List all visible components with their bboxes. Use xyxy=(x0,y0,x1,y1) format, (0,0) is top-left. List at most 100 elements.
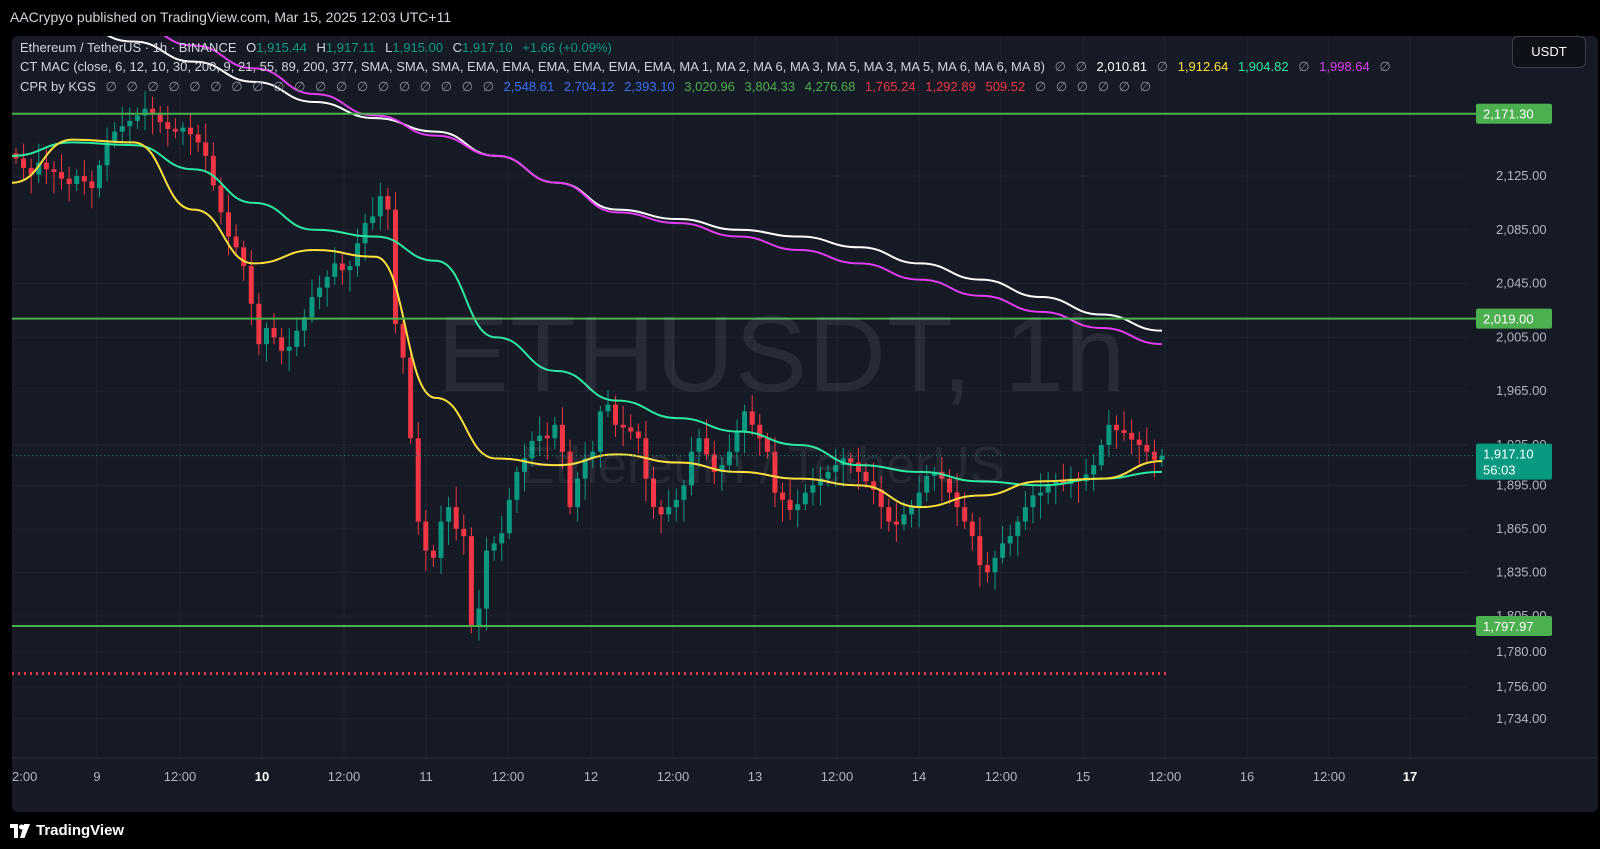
candle-body xyxy=(423,521,429,551)
high-label: H xyxy=(316,40,326,55)
time-tick-label: 12:00 xyxy=(164,769,197,784)
change-value: +1.66 (+0.09%) xyxy=(522,40,612,55)
high-value: 1,917.11 xyxy=(325,40,376,55)
candle-body xyxy=(620,424,626,428)
time-tick-label: 12:00 xyxy=(985,769,1018,784)
candle-body xyxy=(1022,507,1028,522)
candle-body xyxy=(180,127,186,132)
publish-note: AACrypyo published on TradingView.com, M… xyxy=(10,9,452,25)
time-tick-label: 12:00 xyxy=(492,769,525,784)
candle-body xyxy=(734,431,740,452)
candle-body xyxy=(893,521,899,525)
tradingview-logo[interactable]: TradingView xyxy=(10,822,124,839)
candle-body xyxy=(370,216,376,224)
candle-body xyxy=(233,236,239,248)
candle-body xyxy=(491,543,497,551)
candle-body xyxy=(749,411,755,425)
candle-body xyxy=(453,507,459,529)
candle-body xyxy=(1000,543,1006,558)
candle-body xyxy=(878,489,884,508)
candle-body xyxy=(780,492,786,500)
price-tick-label: 1,965.00 xyxy=(1496,383,1547,398)
candle-body xyxy=(301,317,307,331)
null-value-icon: ∅ xyxy=(231,79,243,94)
ma-line-ema-21 xyxy=(12,138,1163,509)
candle-body xyxy=(726,451,732,466)
time-tick-label: 17 xyxy=(1403,769,1417,784)
null-value-icon: ∅ xyxy=(126,79,138,94)
candle-body xyxy=(711,454,717,472)
price-chart[interactable]: 2,125.00 2,085.00 2,045.00 2,005.00 1,965.00… xyxy=(12,36,1598,812)
candle-body xyxy=(825,471,831,479)
chart-panel[interactable]: 2,125.00 2,085.00 2,045.00 2,005.00 1,965.00… xyxy=(12,36,1598,812)
price-tick-label: 2,085.00 xyxy=(1496,222,1547,237)
ma-indicator-legend[interactable]: CT MAC (close, 6, 12, 10, 30, 200, 9, 21… xyxy=(20,59,1397,75)
level-badge xyxy=(1476,308,1552,329)
candle-body xyxy=(984,565,990,573)
symbol-legend[interactable]: Ethereum / TetherUS · 1h · BINANCE O1,91… xyxy=(20,40,618,55)
price-tick-label: 2,005.00 xyxy=(1496,329,1547,344)
time-tick-label: 14 xyxy=(912,769,926,784)
candle-body xyxy=(241,247,247,267)
candle-body xyxy=(1136,439,1142,445)
candle-body xyxy=(294,330,300,347)
candle-body xyxy=(886,507,892,522)
candle-body xyxy=(286,346,292,351)
candle-body xyxy=(476,608,482,626)
candle-body xyxy=(613,404,619,425)
candle-body xyxy=(916,492,922,508)
null-value-icon: ∅ xyxy=(315,79,327,94)
time-tick-label: 11 xyxy=(419,769,433,784)
candle-body xyxy=(468,536,474,626)
candle-body xyxy=(74,176,80,185)
candle-body xyxy=(96,165,102,189)
candle-body xyxy=(157,112,163,123)
cpr-value: 2,393.10 xyxy=(624,79,675,94)
time-tick-label: 15 xyxy=(1076,769,1090,784)
candle-body xyxy=(1159,455,1165,460)
cpr-value: 1,292.89 xyxy=(925,79,976,94)
null-value-icon: ∅ xyxy=(252,79,264,94)
candle-body xyxy=(772,451,778,493)
candle-body xyxy=(552,424,558,439)
candle-body xyxy=(962,507,968,522)
candle-body xyxy=(992,557,998,573)
candle-body xyxy=(339,263,345,271)
candle-body xyxy=(21,158,27,168)
null-value-icon: ∅ xyxy=(1054,59,1066,74)
cpr-value: 3,804.33 xyxy=(744,79,796,94)
currency-button[interactable]: USDT xyxy=(1512,36,1586,68)
candle-body xyxy=(150,108,156,113)
candle-body xyxy=(317,287,323,298)
candle-body xyxy=(559,424,565,452)
candle-body xyxy=(1144,445,1150,452)
ma-value: 1,998.64 xyxy=(1319,59,1370,74)
candle-body xyxy=(165,122,171,129)
candle-body xyxy=(430,550,436,558)
price-tick-label: 1,756.00 xyxy=(1496,679,1547,694)
candle-body xyxy=(51,169,57,172)
price-tick-label: 1,734.00 xyxy=(1496,711,1547,726)
null-value-icon: ∅ xyxy=(1076,79,1089,94)
candle-body xyxy=(332,263,338,277)
candle-body xyxy=(529,440,535,459)
candle-body xyxy=(1083,474,1089,482)
candle-body xyxy=(795,504,801,510)
candle-body xyxy=(597,411,603,452)
open-value: 1,915.44 xyxy=(256,40,307,55)
candle-body xyxy=(127,120,133,127)
bottom-bar: TradingView xyxy=(0,812,1600,849)
null-value-icon: ∅ xyxy=(1156,59,1169,74)
null-value-icon: ∅ xyxy=(335,79,348,94)
tradingview-icon xyxy=(10,823,30,838)
candle-body xyxy=(1038,492,1044,496)
countdown-label: 56:03 xyxy=(1483,463,1516,478)
candle-body xyxy=(1007,536,1013,544)
candle-body xyxy=(635,431,641,439)
candle-body xyxy=(309,297,315,318)
cpr-value: 2,548.61 xyxy=(503,79,555,94)
candle-body xyxy=(392,209,398,324)
candle-body xyxy=(210,155,216,186)
candle-body xyxy=(59,171,65,179)
cpr-indicator-legend[interactable]: CPR by KGS ∅ ∅ ∅ ∅ ∅ ∅ ∅ ∅ ∅ ∅ ∅ ∅ ∅ ∅ ∅… xyxy=(20,79,1157,95)
